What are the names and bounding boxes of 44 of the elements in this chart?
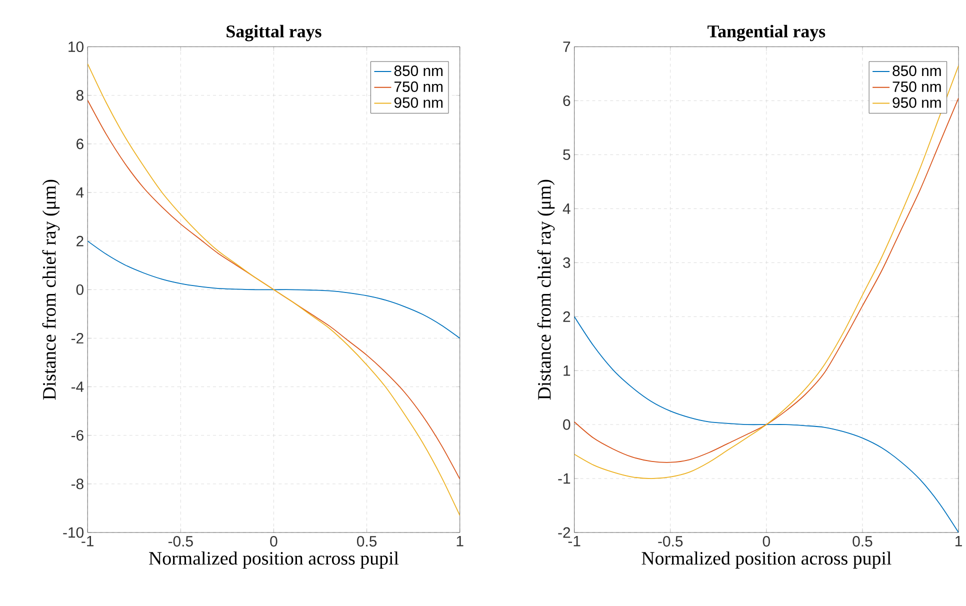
- line-series: [574, 316, 959, 532]
- y-tick-label: 5: [563, 149, 570, 160]
- legend-label: 850 nm: [892, 65, 941, 76]
- y-axis-title: Distance from chief ray (μm): [42, 180, 60, 400]
- x-tick-label: 0: [270, 536, 278, 547]
- legend-label: 950 nm: [394, 97, 442, 108]
- chart-title: Sagittal rays: [226, 24, 322, 42]
- y-axis-title: Distance from chief ray (μm): [537, 180, 555, 400]
- y-tick-label: 0: [76, 284, 84, 295]
- y-tick-label: -8: [71, 478, 84, 490]
- y-tick-label: 1: [564, 365, 570, 376]
- y-tick-label: -2: [558, 527, 570, 538]
- line-series: [88, 63, 460, 516]
- y-tick-label: 3: [563, 257, 570, 268]
- x-tick-label: 1: [956, 536, 962, 546]
- x-axis-title: Normalized position across pupil: [642, 551, 892, 568]
- legend-label: 850 nm: [394, 65, 442, 76]
- y-tick-label: -4: [71, 382, 84, 392]
- chart-title: Tangential rays: [708, 24, 826, 42]
- x-tick-label: 0: [762, 536, 770, 547]
- legend-label: 750 nm: [394, 81, 442, 92]
- line-series: [88, 240, 460, 339]
- legend-label: 750 nm: [892, 81, 941, 92]
- y-tick-label: -6: [71, 430, 84, 441]
- x-tick-label: -0.5: [168, 536, 193, 547]
- y-tick-label: 4: [562, 203, 570, 214]
- x-tick-label: 0.5: [356, 536, 377, 547]
- y-tick-label: 4: [76, 187, 84, 198]
- y-tick-label: 8: [76, 90, 84, 101]
- y-tick-label: 7: [563, 42, 570, 52]
- y-tick-label: 2: [76, 236, 84, 246]
- x-tick-label: -0.5: [658, 536, 683, 547]
- y-tick-label: 0: [563, 419, 570, 430]
- y-tick-label: -1: [558, 473, 570, 484]
- x-axis-title: Normalized position across pupil: [149, 551, 399, 568]
- y-tick-label: -10: [63, 527, 84, 538]
- x-tick-label: 1: [456, 536, 464, 546]
- y-tick-label: 10: [68, 41, 84, 52]
- x-tick-label: 0.5: [852, 536, 872, 547]
- y-tick-label: -2: [71, 332, 84, 344]
- y-tick-label: 6: [76, 138, 84, 150]
- legend-label: 950 nm: [892, 97, 941, 108]
- y-tick-label: 2: [563, 311, 570, 322]
- y-tick-label: 6: [563, 95, 570, 106]
